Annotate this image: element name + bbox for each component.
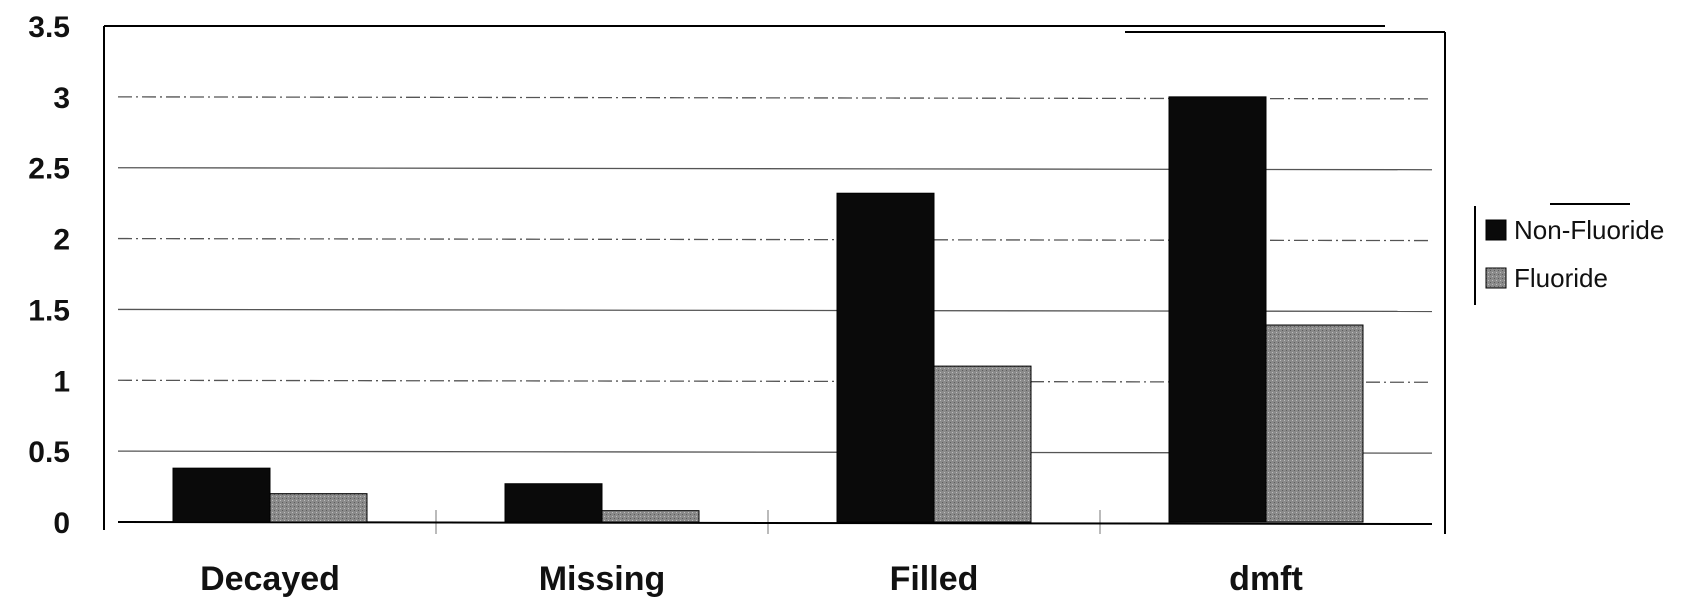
x-tick-label: Filled: [890, 560, 979, 598]
y-tick-label: 3.5: [28, 11, 70, 44]
y-tick-label: 1: [53, 365, 70, 398]
bar-non-fluoride-decayed: [172, 467, 271, 523]
y-tick-label: 1.5: [28, 294, 70, 327]
gridline: [117, 379, 1433, 383]
y-tick-label: 3: [53, 82, 70, 115]
bar-fluoride-decayed: [269, 493, 368, 523]
x-tick-labels: Decayed Missing Filled dmft: [200, 560, 1303, 598]
y-tick-label: 2: [53, 224, 70, 257]
bar-fluoride-filled: [933, 365, 1032, 523]
legend-label: Fluoride: [1514, 263, 1608, 293]
legend-label: Non-Fluoride: [1514, 215, 1664, 245]
y-tick-label: 2.5: [28, 153, 70, 186]
bars: [172, 96, 1364, 523]
legend-swatch-fluoride: [1485, 267, 1507, 289]
gridline: [117, 96, 1433, 100]
gridline: [117, 237, 1433, 242]
legend-swatch-non-fluoride: [1485, 219, 1507, 241]
bar-non-fluoride-missing: [504, 483, 603, 523]
y-tick-label: 0: [53, 507, 70, 540]
bar-non-fluoride-dmft: [1168, 96, 1267, 523]
x-tick-label: dmft: [1229, 560, 1303, 598]
bar-fluoride-dmft: [1265, 324, 1364, 523]
x-tick-label: Missing: [539, 560, 666, 598]
y-tick-labels: 0 0.5 1 1.5 2 2.5 3 3.5: [28, 11, 70, 540]
bar-non-fluoride-filled: [836, 192, 935, 523]
y-tick-label: 0.5: [28, 436, 70, 469]
x-tick-label: Decayed: [200, 560, 340, 598]
bar-fluoride-missing: [601, 510, 700, 523]
legend: Non-Fluoride Fluoride: [1474, 203, 1664, 305]
